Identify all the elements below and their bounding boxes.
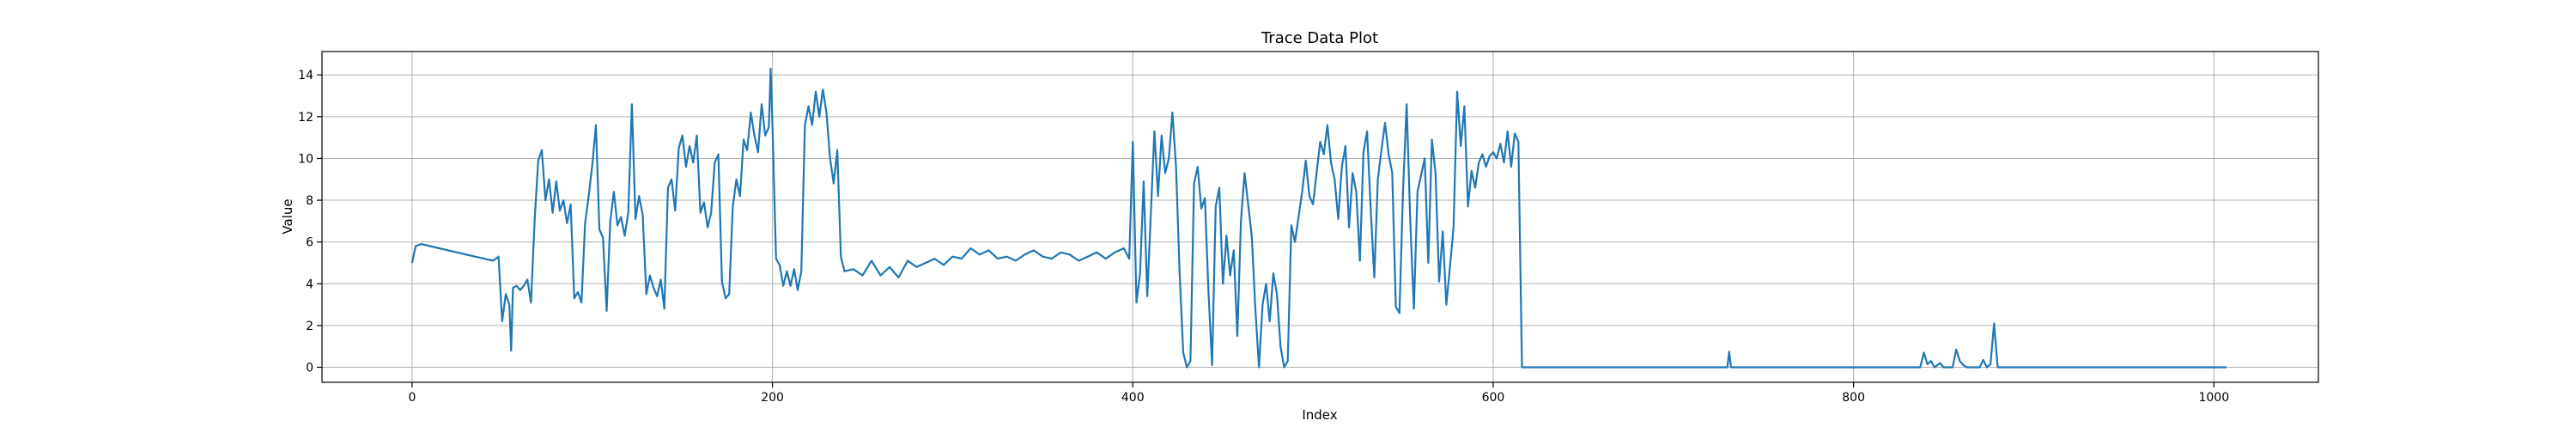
- y-tick-label: 6: [306, 236, 313, 250]
- x-tick-label: 800: [1842, 391, 1865, 405]
- plot-frame: [321, 51, 2319, 383]
- y-tick-label: 8: [306, 194, 313, 208]
- y-tick-label: 14: [298, 69, 313, 82]
- series-layer: [410, 67, 2227, 369]
- x-tick-label: 1000: [2198, 391, 2229, 405]
- y-tick-label: 12: [298, 111, 313, 125]
- y-tick-label: 0: [306, 362, 313, 375]
- x-tick-label: 400: [1121, 391, 1145, 405]
- chart-title: Trace Data Plot: [1261, 29, 1378, 47]
- y-tick-label: 4: [306, 277, 313, 291]
- series-line: [410, 67, 2227, 369]
- grid-lines: [322, 52, 2318, 382]
- y-axis-label: Value: [280, 198, 295, 234]
- x-axis-ticks: 0 200 400 600 800 1000: [408, 382, 2229, 405]
- y-tick-label: 10: [298, 152, 313, 166]
- x-axis-label: Index: [1302, 407, 1337, 423]
- y-tick-label: 2: [306, 320, 313, 333]
- x-tick-label: 0: [408, 391, 416, 405]
- x-tick-label: 600: [1482, 391, 1505, 405]
- y-axis-ticks: 0 2 4 6 8 10 12 14: [298, 69, 322, 375]
- x-tick-label: 200: [761, 391, 784, 405]
